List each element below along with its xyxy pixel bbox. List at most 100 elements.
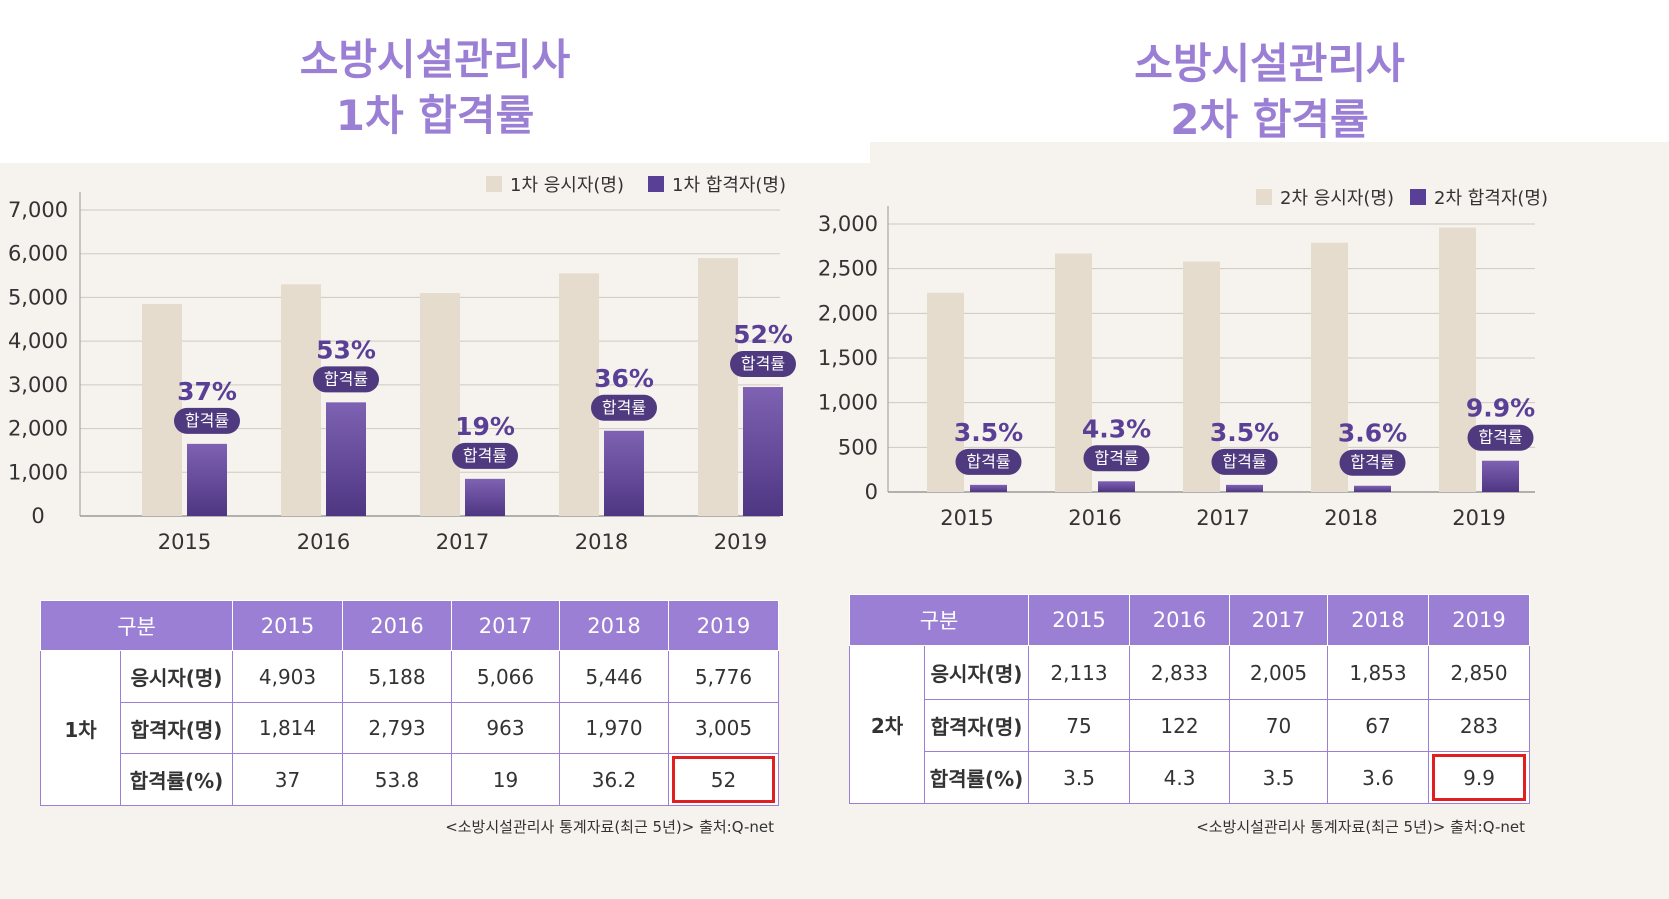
table-cell: 2,005 xyxy=(1229,645,1329,700)
table-cell: 3.5 xyxy=(1229,751,1329,804)
rate-label: 36% xyxy=(594,364,654,393)
rate-label: 3.5% xyxy=(1210,418,1279,447)
table-cell: 4.3 xyxy=(1129,751,1231,804)
table-row-label: 응시자(명) xyxy=(119,650,234,703)
rate-label: 37% xyxy=(177,377,237,406)
x-tick-label: 2017 xyxy=(1196,506,1249,530)
rate-badge-label: 합격률 xyxy=(741,354,785,373)
legend-label: 1차 합격자(명) xyxy=(672,175,786,196)
table-cell: 19 xyxy=(451,753,561,806)
table-row-label: 합격률(%) xyxy=(119,753,234,806)
table-cell: 1,853 xyxy=(1327,645,1430,700)
bar-passers xyxy=(1226,484,1263,492)
table-cell: 5,446 xyxy=(559,650,670,703)
stats-table-first-exam: 구분 2015 2016 2017 2018 2019 1차 응시자(명) 4,… xyxy=(39,600,780,806)
y-tick-label: 4,000 xyxy=(8,329,68,353)
chart-title-line1: 소방시설관리사 xyxy=(1134,39,1405,88)
bar-applicants xyxy=(1183,261,1220,492)
table-row-label: 합격자(명) xyxy=(923,699,1030,752)
rate-badge xyxy=(452,442,518,469)
legend-swatch xyxy=(1256,189,1272,205)
table-header-year: 2016 xyxy=(1129,594,1231,646)
rate-badge-label: 합격률 xyxy=(463,446,507,465)
bar-applicants xyxy=(1311,242,1348,492)
table-header-category: 구분 xyxy=(848,594,1030,646)
bar-applicants xyxy=(142,303,182,516)
table-cell: 53.8 xyxy=(342,753,453,806)
bar-passers xyxy=(970,484,1007,492)
x-tick-label: 2017 xyxy=(436,530,489,554)
bar-applicants xyxy=(1439,227,1476,492)
x-tick-label: 2018 xyxy=(1324,506,1377,530)
y-tick-label: 0 xyxy=(865,480,878,504)
rate-badge-label: 합격률 xyxy=(966,452,1010,471)
table-row: 합격률(%) 3.5 4.3 3.5 3.6 9.9 xyxy=(850,751,1531,804)
table-group-label: 2차 xyxy=(849,645,925,804)
bar-passers xyxy=(465,478,505,516)
rate-badge-label: 합격률 xyxy=(324,369,368,388)
table-header-year: 2019 xyxy=(1428,594,1531,646)
chart-title: 소방시설관리사 1차 합격률 xyxy=(0,0,870,163)
y-tick-label: 2,000 xyxy=(8,417,68,441)
table-cell: 37 xyxy=(232,753,344,806)
x-tick-label: 2019 xyxy=(1452,506,1505,530)
rate-badge xyxy=(591,394,657,421)
y-tick-label: 1,500 xyxy=(818,346,878,370)
table-header-year: 2018 xyxy=(1327,594,1430,646)
bar-passers xyxy=(1098,481,1135,492)
bar-passers xyxy=(743,387,783,516)
table-row: 합격자(명) 1,814 2,793 963 1,970 3,005 xyxy=(41,702,780,754)
table-cell: 70 xyxy=(1229,699,1329,752)
table-header-year: 2017 xyxy=(451,600,561,651)
stats-table-second-exam: 구분 2015 2016 2017 2018 2019 2차 응시자(명) 2,… xyxy=(848,594,1531,804)
x-tick-label: 2019 xyxy=(714,530,767,554)
bar-passers xyxy=(1482,460,1519,492)
y-tick-label: 2,000 xyxy=(818,301,878,325)
y-tick-label: 2,500 xyxy=(818,257,878,281)
table-cell: 3.5 xyxy=(1028,751,1131,804)
rate-label: 19% xyxy=(455,412,515,441)
y-tick-label: 1,000 xyxy=(818,391,878,415)
table-cell: 3.6 xyxy=(1327,751,1430,804)
chart-title-line2: 1차 합격률 xyxy=(335,91,535,140)
y-tick-label: 5,000 xyxy=(8,285,68,309)
table-row-label: 합격자(명) xyxy=(119,702,234,754)
bar-passers xyxy=(604,430,644,516)
table-cell: 5,066 xyxy=(451,650,561,703)
rate-badge xyxy=(1467,424,1534,451)
table-row: 2차 응시자(명) 2,113 2,833 2,005 1,853 2,850 xyxy=(849,645,1531,804)
rate-label: 52% xyxy=(733,320,793,349)
bar-applicants xyxy=(281,284,321,516)
chart-title: 소방시설관리사 2차 합격률 xyxy=(870,0,1669,144)
table-row-label: 응시자(명) xyxy=(923,645,1030,700)
bar-applicants xyxy=(698,258,738,516)
bar-passers xyxy=(326,402,366,516)
table-header-row: 구분 2015 2016 2017 2018 2019 xyxy=(39,600,780,651)
table-row-label: 합격률(%) xyxy=(923,751,1030,804)
table-group-label: 1차 xyxy=(40,650,121,806)
y-tick-label: 500 xyxy=(838,435,878,459)
bar-passers xyxy=(1354,485,1391,492)
legend-swatch xyxy=(648,176,664,192)
rate-badge-label: 합격률 xyxy=(1094,448,1138,467)
rate-badge-label: 합격률 xyxy=(1222,452,1266,471)
table-header-year: 2017 xyxy=(1229,594,1329,646)
rate-badge xyxy=(730,351,796,378)
table-cell: 36.2 xyxy=(559,753,670,806)
rate-badge xyxy=(1211,448,1278,475)
table-cell: 283 xyxy=(1428,699,1531,752)
legend-label: 2차 합격자(명) xyxy=(1434,188,1548,209)
table-cell: 3,005 xyxy=(668,702,780,754)
rate-label: 53% xyxy=(316,335,376,364)
table-cell: 75 xyxy=(1028,699,1131,752)
y-tick-label: 3,000 xyxy=(8,373,68,397)
table-cell: 67 xyxy=(1327,699,1430,752)
rate-badge-label: 합격률 xyxy=(185,411,229,430)
chart-title-line1: 소방시설관리사 xyxy=(299,35,571,84)
table-cell: 963 xyxy=(451,702,561,754)
table-cell-highlighted: 52 xyxy=(668,753,780,806)
rate-label: 4.3% xyxy=(1082,414,1151,443)
rate-badge xyxy=(955,448,1022,475)
table-cell: 2,793 xyxy=(342,702,453,754)
table-header-year: 2015 xyxy=(1028,594,1131,646)
